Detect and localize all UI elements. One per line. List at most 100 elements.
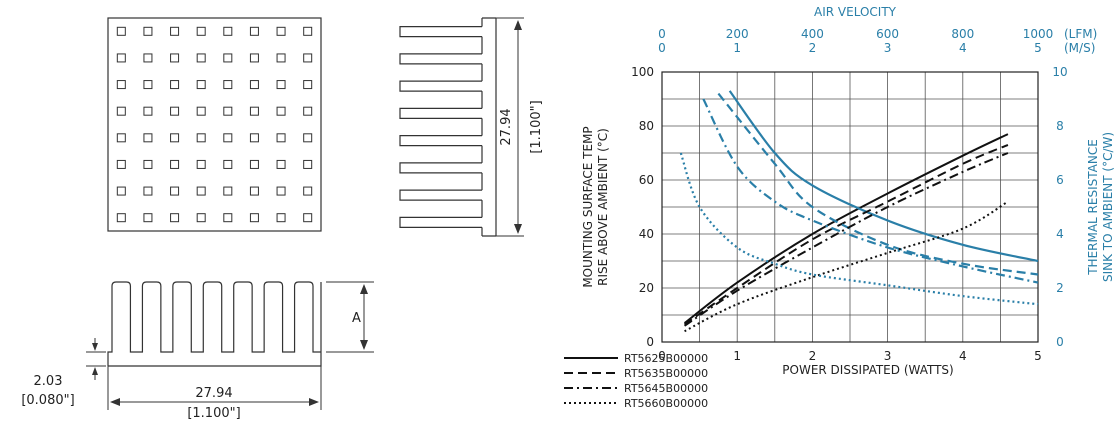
pin	[196, 26, 206, 36]
y-right-tick-label: 8	[1056, 119, 1064, 133]
pin	[223, 186, 233, 196]
y-left-label-line1: MOUNTING SURFACE TEMP	[581, 126, 595, 287]
thermal-resistance-line-RT5645B00000	[702, 98, 1039, 284]
x-tick-label: 1	[733, 349, 741, 363]
pin	[276, 106, 286, 116]
pin	[116, 80, 126, 90]
pin	[143, 26, 153, 36]
pin	[249, 186, 259, 196]
y-left-tick-labels: 0 20 40 60 80 100	[631, 65, 654, 349]
pin	[143, 80, 153, 90]
pin	[170, 186, 180, 196]
top-ms-tick: 1	[733, 41, 741, 55]
pin	[223, 80, 233, 90]
pin	[303, 133, 313, 143]
top-lfm-tick: 0	[658, 27, 666, 41]
y-right-tick-labels: 0 2 4 6 8 10	[1052, 65, 1067, 349]
pin	[223, 133, 233, 143]
pin	[249, 80, 259, 90]
y-left-tick-label: 0	[646, 335, 654, 349]
x-tick-label: 5	[1034, 349, 1042, 363]
top-ms-tick: 0	[658, 41, 666, 55]
x-tick-label: 3	[884, 349, 892, 363]
pin	[143, 159, 153, 169]
x-tick-labels: 0 1 2 3 4 5	[658, 349, 1042, 363]
pin	[196, 159, 206, 169]
pin	[249, 106, 259, 116]
pin	[116, 159, 126, 169]
top-ms-tick: 2	[809, 41, 817, 55]
pin	[276, 213, 286, 223]
pin	[249, 133, 259, 143]
legend-label: RT5625B00000	[624, 352, 708, 365]
front-fin-profile	[107, 281, 322, 367]
y-right-label-line2: SINK TO AMBIENT (°C/W)	[1101, 132, 1115, 282]
top-view-drawing	[107, 17, 322, 232]
pin	[196, 80, 206, 90]
pin-grid	[116, 26, 313, 223]
x-tick-label: 2	[809, 349, 817, 363]
pin	[249, 26, 259, 36]
dim-a-label: A	[352, 311, 361, 326]
side-dim-value: 27.94	[499, 108, 514, 145]
x-axis-label: POWER DISSIPATED (WATTS)	[782, 363, 953, 377]
top-ms-tick: 3	[884, 41, 892, 55]
pin	[170, 133, 180, 143]
pin	[303, 186, 313, 196]
series-lines	[679, 90, 1039, 333]
x-tick-label: 0	[658, 349, 666, 363]
y-left-tick-label: 40	[639, 227, 654, 241]
top-ms-tick: 5	[1034, 41, 1042, 55]
pin	[116, 106, 126, 116]
temp-rise-line-RT5625B00000	[683, 133, 1009, 324]
y-left-tick-label: 20	[639, 281, 654, 295]
pin	[196, 106, 206, 116]
top-ms-tick: 4	[959, 41, 967, 55]
y-right-tick-label: 4	[1056, 227, 1064, 241]
legend-label: RT5660B00000	[624, 397, 708, 410]
front-width-inch: [1.100"]	[187, 406, 240, 421]
thermal-resistance-line-RT5660B00000	[679, 152, 1039, 306]
top-lfm-tick: 200	[726, 27, 749, 41]
legend-label: RT5645B00000	[624, 382, 708, 395]
temp-rise-line-RT5645B00000	[684, 152, 1009, 327]
top-axis-ticks: 0 200 400 600 800 1000 0 1 2 3 4 5	[658, 27, 1053, 55]
front-view-drawing: A 27.94 [1.100"] 2.03 [0.080"]	[21, 281, 374, 421]
pin	[303, 213, 313, 223]
base-thickness-inch: [0.080"]	[21, 393, 74, 408]
pin	[249, 53, 259, 63]
chart-grid	[661, 71, 1039, 343]
top-lfm-tick: 1000	[1023, 27, 1054, 41]
pin	[276, 53, 286, 63]
pin	[276, 186, 286, 196]
pin	[143, 213, 153, 223]
pin	[170, 106, 180, 116]
legend: RT5625B00000 RT5635B00000 RT5645B00000 RT56…	[564, 352, 708, 410]
pin	[223, 26, 233, 36]
y-right-tick-label: 10	[1052, 65, 1067, 79]
pin	[223, 159, 233, 169]
pin	[196, 133, 206, 143]
pin	[170, 159, 180, 169]
pin	[223, 213, 233, 223]
top-lfm-unit: (LFM)	[1064, 27, 1097, 41]
y-left-label: MOUNTING SURFACE TEMP RISE ABOVE AMBIENT…	[581, 126, 610, 287]
y-left-tick-label: 100	[631, 65, 654, 79]
side-dim-inch: [1.100"]	[529, 100, 544, 153]
pin	[196, 213, 206, 223]
pin	[170, 213, 180, 223]
pin	[170, 53, 180, 63]
top-axis-label: AIR VELOCITY	[814, 5, 897, 19]
temp-rise-line-RT5635B00000	[683, 143, 1009, 326]
pin	[249, 159, 259, 169]
pin	[196, 186, 206, 196]
y-right-label-line1: THERMAL RESISTANCE	[1086, 139, 1100, 276]
pin	[303, 53, 313, 63]
pin	[143, 106, 153, 116]
pin	[303, 106, 313, 116]
side-fins	[399, 17, 497, 237]
pin	[116, 26, 126, 36]
pin	[116, 53, 126, 63]
